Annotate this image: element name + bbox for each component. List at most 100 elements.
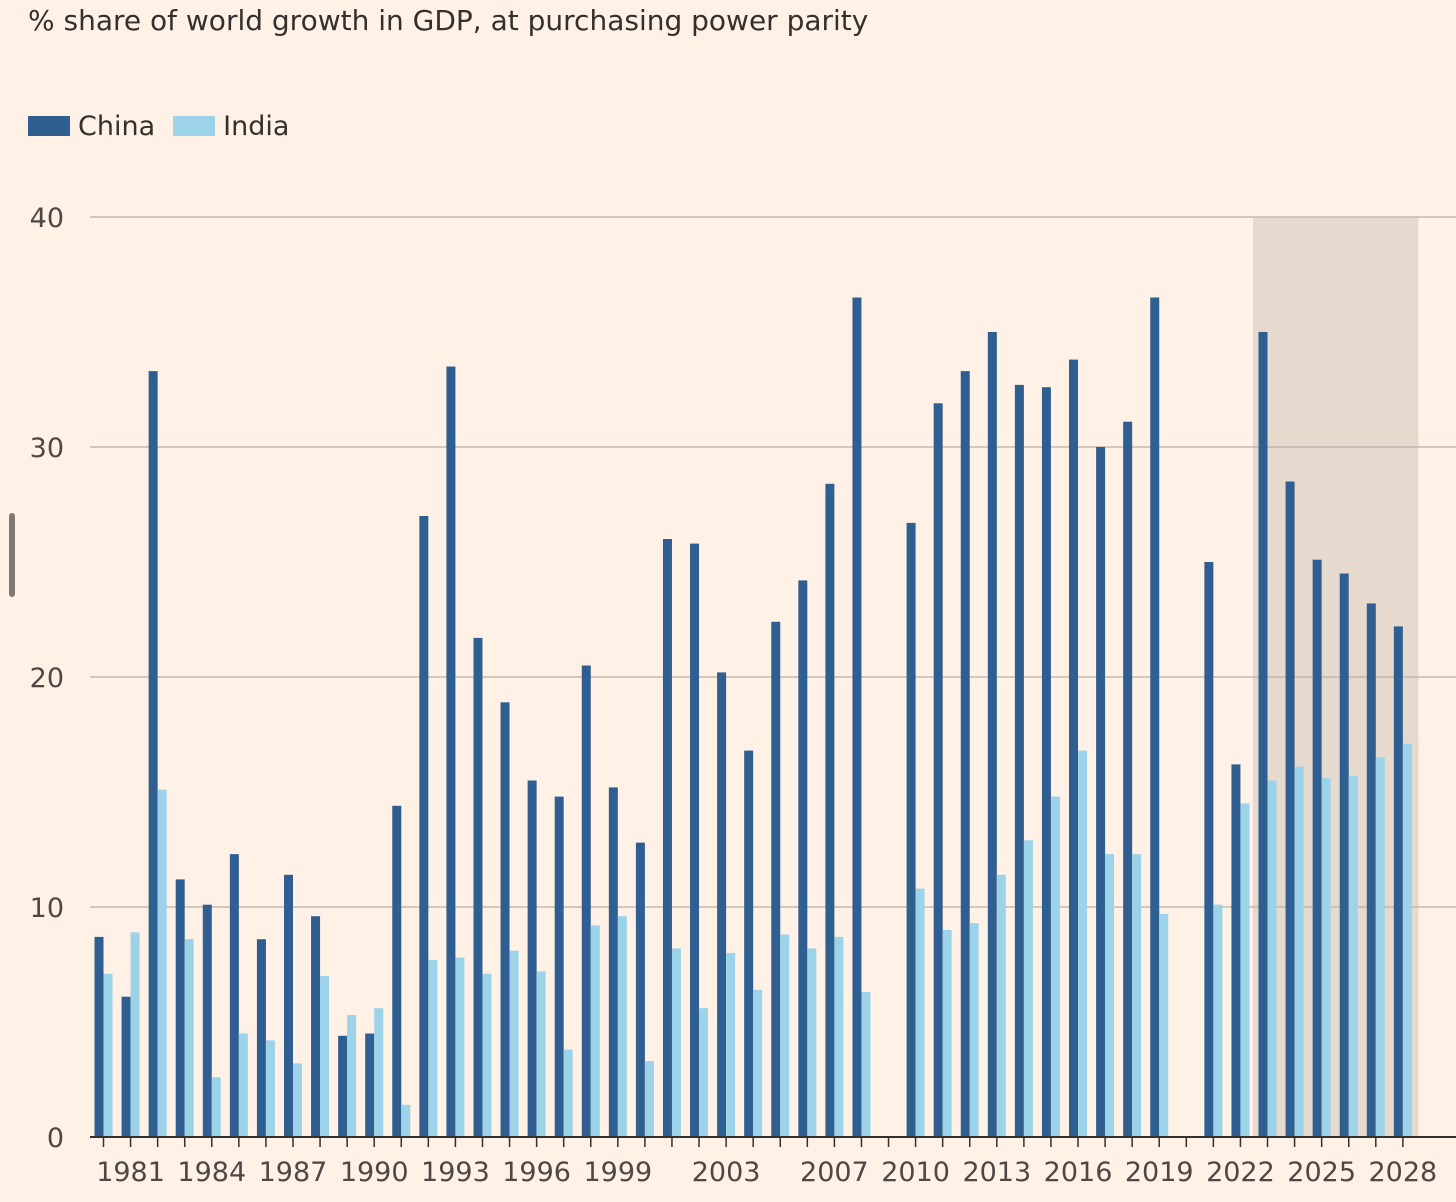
legend-label-india: India — [223, 110, 290, 142]
x-tick-label-1993: 1993 — [421, 1157, 490, 1188]
bar-india-2016 — [1078, 750, 1088, 1137]
bar-china-2001 — [662, 539, 672, 1137]
bar-india-2001 — [671, 948, 681, 1137]
bar-india-2015 — [1050, 796, 1060, 1137]
bar-india-2003 — [726, 953, 736, 1137]
x-tick-label-1999: 1999 — [583, 1157, 652, 1188]
x-tick-label-1990: 1990 — [340, 1157, 409, 1188]
bar-india-2014 — [1023, 840, 1033, 1137]
bar-china-1995 — [500, 702, 510, 1137]
legend-label-china: China — [78, 110, 156, 142]
bar-china-1993 — [446, 366, 456, 1137]
bar-india-1990 — [374, 1008, 384, 1137]
bar-india-2027 — [1375, 757, 1385, 1137]
bar-india-2013 — [996, 874, 1006, 1137]
legend: China India — [28, 108, 307, 144]
bar-india-1980 — [103, 973, 113, 1137]
bar-china-2025 — [1312, 559, 1322, 1137]
bar-india-2006 — [807, 948, 817, 1137]
bar-india-2017 — [1105, 854, 1115, 1137]
bar-india-1998 — [590, 925, 600, 1137]
bar-china-1980 — [94, 936, 104, 1137]
bar-china-1998 — [581, 665, 591, 1137]
bar-india-1991 — [401, 1104, 411, 1137]
y-tick-label-20: 20 — [30, 663, 64, 694]
bar-india-2012 — [969, 923, 979, 1137]
bar-india-1995 — [509, 950, 519, 1137]
bar-india-2018 — [1132, 854, 1142, 1137]
x-tick-label-2025: 2025 — [1287, 1157, 1356, 1188]
bar-india-2005 — [780, 934, 790, 1137]
bar-india-2025 — [1321, 778, 1331, 1137]
bar-china-1989 — [338, 1035, 348, 1137]
bar-china-2019 — [1150, 297, 1160, 1137]
bar-india-1997 — [563, 1049, 573, 1137]
bars — [94, 297, 1412, 1138]
bar-india-2024 — [1294, 766, 1304, 1137]
bar-india-1983 — [184, 939, 194, 1137]
legend-swatch-india — [173, 116, 216, 136]
bar-india-1994 — [482, 973, 492, 1137]
bar-india-2011 — [942, 930, 952, 1137]
bar-india-2019 — [1159, 913, 1169, 1137]
bar-china-2000 — [635, 842, 645, 1137]
bar-india-2022 — [1240, 803, 1250, 1137]
chart-subtitle: % share of world growth in GDP, at purch… — [28, 4, 869, 37]
bar-china-2012 — [960, 371, 970, 1138]
x-tick-label-2013: 2013 — [962, 1157, 1031, 1188]
bar-india-2023 — [1267, 780, 1277, 1137]
bar-china-1986 — [256, 939, 266, 1137]
bar-india-1986 — [265, 1040, 275, 1137]
legend-item-india: India — [173, 111, 289, 142]
bar-india-2004 — [753, 989, 763, 1137]
bar-china-2024 — [1285, 481, 1295, 1137]
x-tick-label-2022: 2022 — [1206, 1157, 1275, 1188]
bar-china-2013 — [987, 332, 997, 1137]
bar-china-2023 — [1258, 332, 1268, 1137]
bar-china-1983 — [175, 879, 185, 1137]
bar-china-2027 — [1366, 603, 1376, 1137]
bar-india-2002 — [699, 1008, 709, 1137]
bar-china-2005 — [771, 621, 781, 1137]
x-tick-label-2019: 2019 — [1125, 1157, 1194, 1188]
x-tick-label-1996: 1996 — [502, 1157, 571, 1188]
legend-swatch-china — [28, 116, 70, 136]
bar-china-2007 — [825, 483, 835, 1137]
x-tick-label-2028: 2028 — [1369, 1157, 1438, 1188]
bar-china-1997 — [554, 796, 564, 1137]
y-tick-label-40: 40 — [30, 203, 64, 234]
bar-china-2006 — [798, 580, 808, 1137]
bar-india-2008 — [861, 992, 871, 1137]
bar-india-2028 — [1402, 743, 1412, 1137]
x-tick-label-2007: 2007 — [800, 1157, 869, 1188]
bar-china-1988 — [311, 916, 321, 1137]
bar-china-1985 — [229, 854, 239, 1137]
bar-india-1984 — [211, 1077, 221, 1137]
bar-india-1999 — [617, 916, 627, 1137]
bar-china-1996 — [527, 780, 537, 1137]
x-tick-label-1984: 1984 — [177, 1157, 246, 1188]
bar-india-2010 — [915, 888, 925, 1137]
y-tick-label-30: 30 — [30, 433, 64, 464]
bar-india-1992 — [428, 959, 438, 1137]
bar-china-1982 — [148, 371, 158, 1138]
bar-china-1990 — [365, 1033, 375, 1137]
bar-china-2015 — [1041, 387, 1051, 1137]
y-tick-label-10: 10 — [30, 893, 64, 924]
y-tick-label-0: 0 — [47, 1123, 64, 1154]
bar-india-1988 — [320, 976, 330, 1137]
bar-india-2007 — [834, 936, 844, 1137]
bar-china-1994 — [473, 637, 483, 1137]
scroll-handle[interactable] — [9, 513, 15, 597]
bar-china-1981 — [121, 996, 131, 1137]
bar-china-1991 — [392, 805, 402, 1137]
bar-india-2000 — [644, 1061, 654, 1137]
bar-india-1982 — [157, 789, 167, 1137]
bar-india-1985 — [238, 1033, 248, 1137]
bar-india-1989 — [347, 1015, 357, 1137]
bar-india-1993 — [455, 957, 465, 1137]
bar-india-2026 — [1348, 775, 1358, 1137]
bar-china-2018 — [1123, 421, 1133, 1137]
x-tick-label-2010: 2010 — [881, 1157, 950, 1188]
